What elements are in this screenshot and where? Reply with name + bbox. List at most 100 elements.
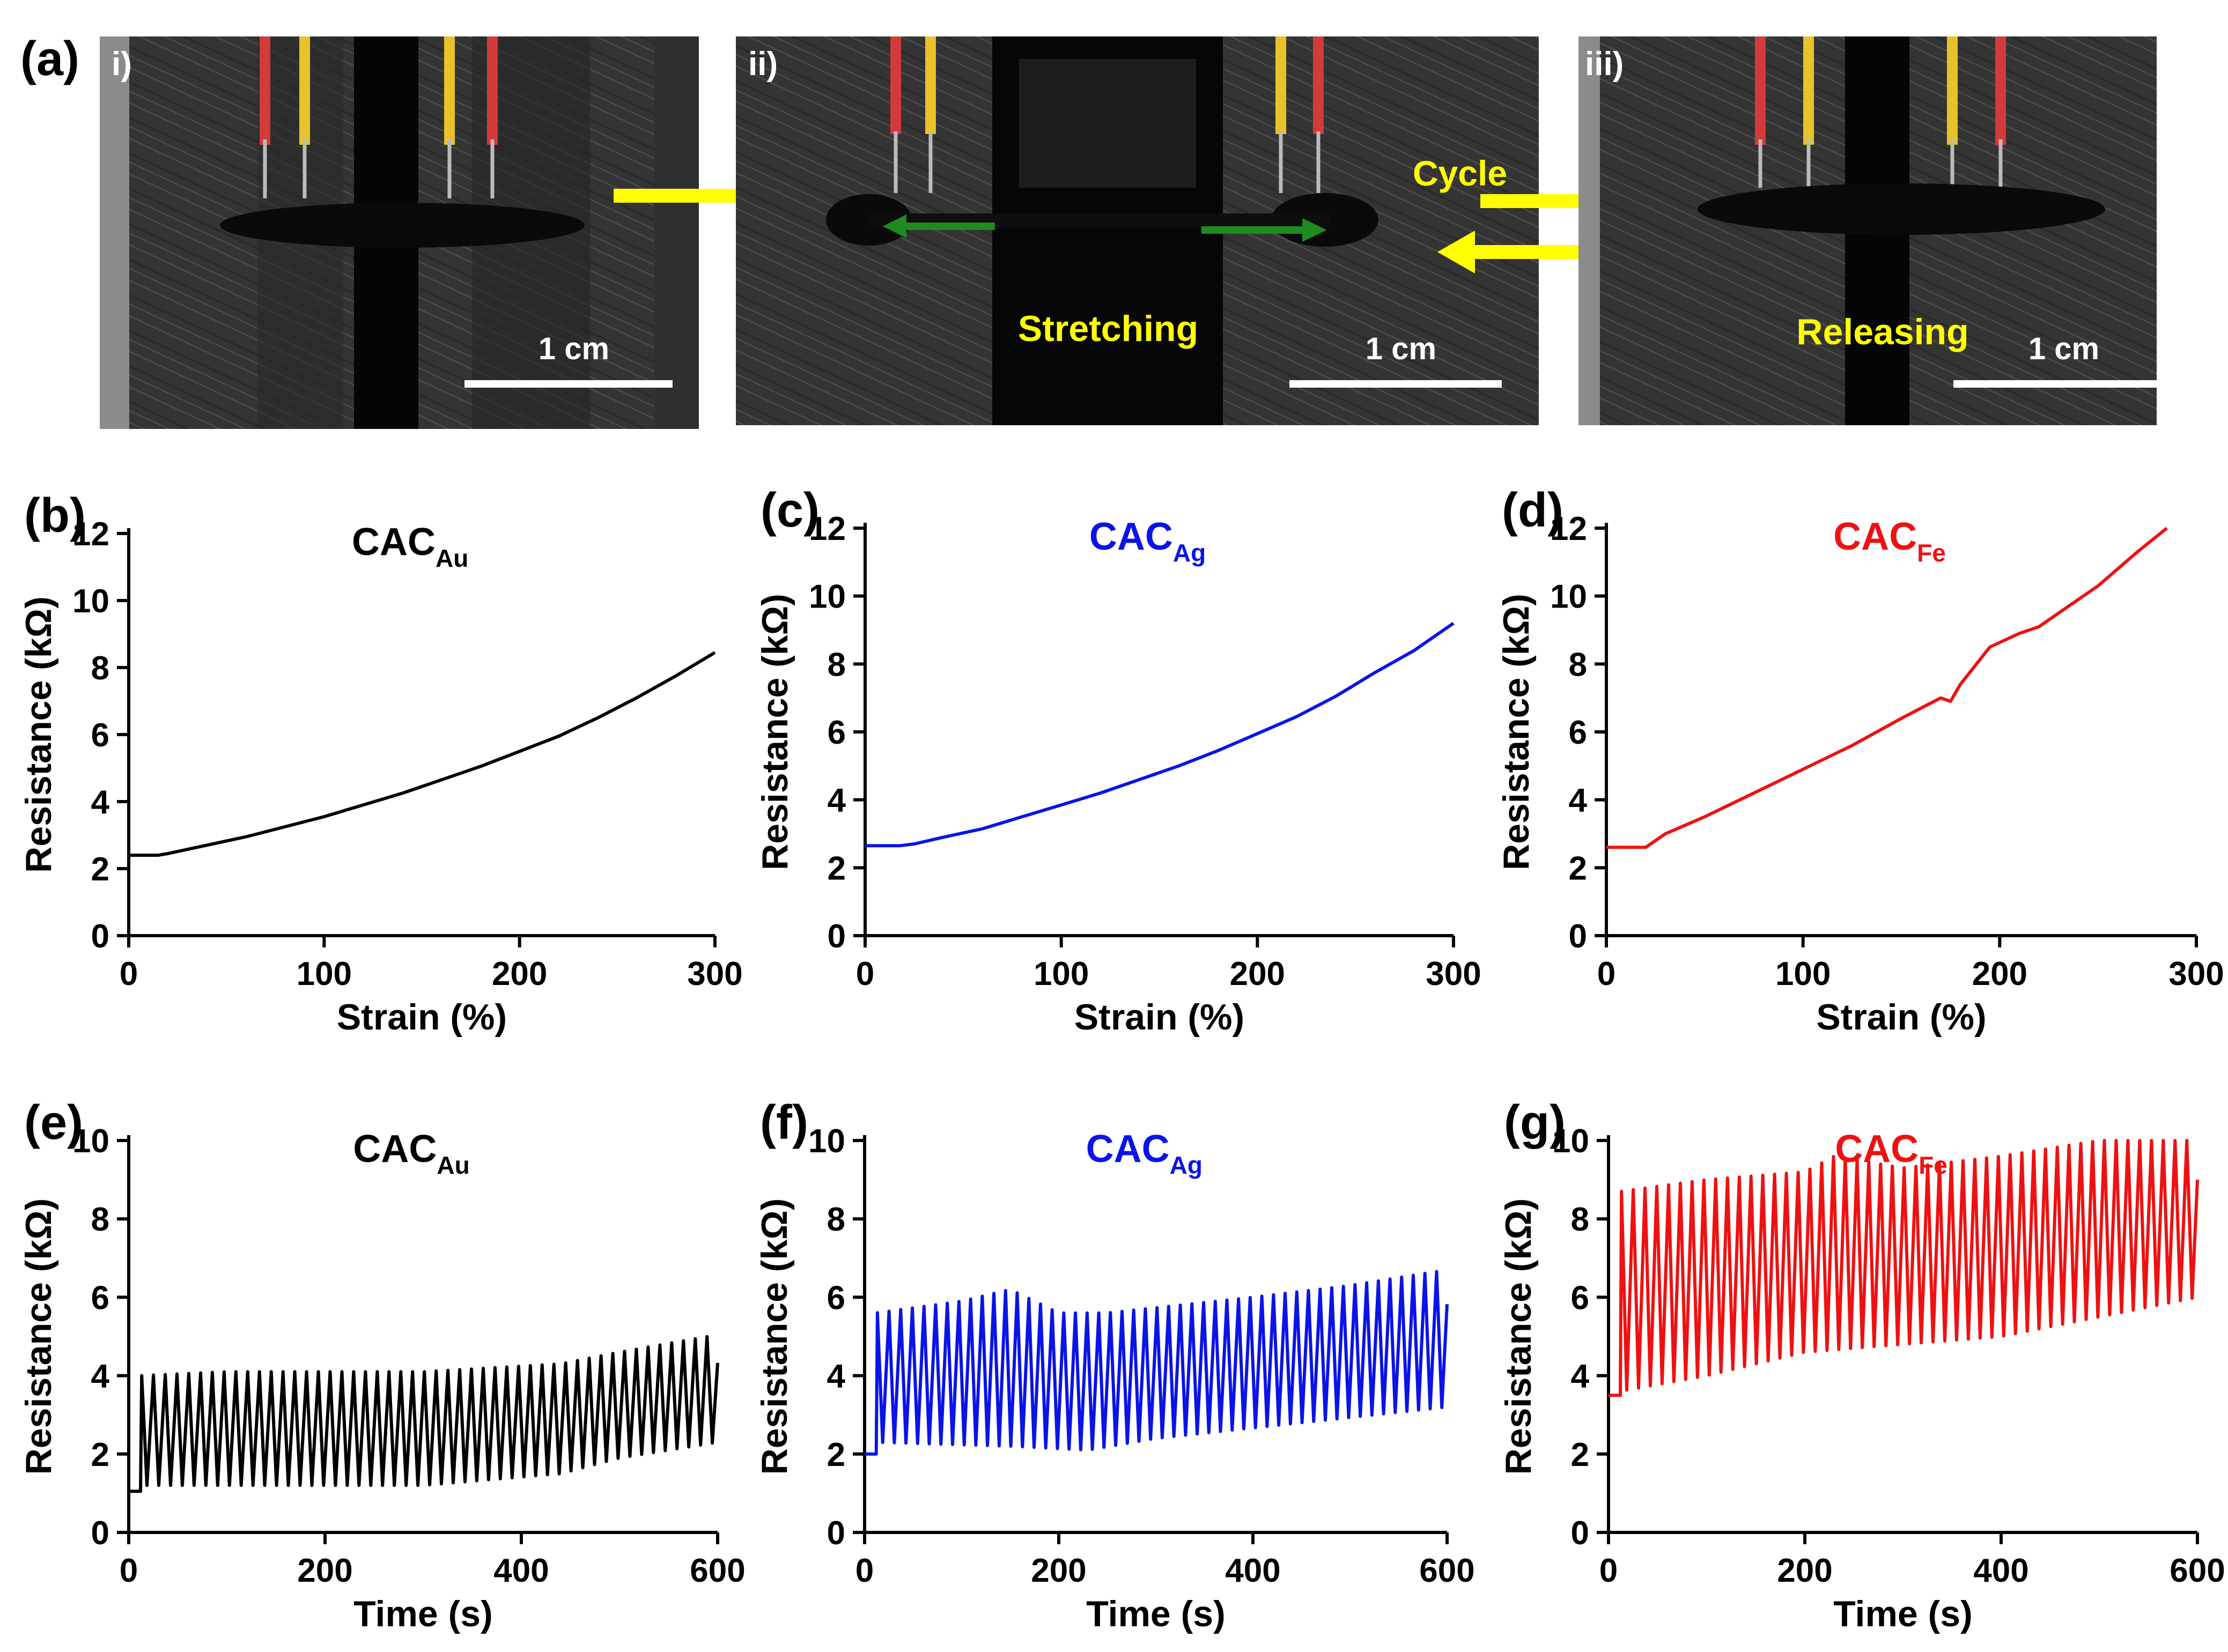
y-tick-label: 10 [1550,579,1587,616]
y-axis-label: Resistance (kΩ) [18,1198,59,1475]
y-tick-label: 8 [91,1201,109,1238]
x-tick-label: 0 [1599,1552,1618,1589]
y-tick-label: 2 [91,851,109,888]
x-tick-label: 300 [687,955,742,992]
x-tick-label: 200 [1031,1552,1086,1589]
x-tick-label: 200 [1777,1552,1832,1589]
y-tick-label: 6 [1571,1279,1589,1316]
y-tick-label: 10 [808,1123,845,1160]
photo-iii: 1 cm Releasing iii) [1578,36,2165,425]
chart-title-subscript: Au [437,1151,469,1179]
y-tick-label: 0 [91,1515,109,1552]
releasing-caption: Releasing [1796,312,1968,352]
y-tick-label: 8 [1571,1201,1589,1238]
y-tick-label: 4 [91,1358,110,1395]
chart-title-subscript: Ag [1170,1151,1202,1179]
y-tick-label: 10 [809,579,846,616]
y-tick-label: 0 [1569,918,1587,955]
data-line [1606,527,2168,849]
chart-e: (e) 0 2 4 6 8 10 0 200 400 600 Time (s) Resistance (… [18,1096,746,1634]
x-tick-label: 0 [120,1552,138,1589]
y-tick-label: 0 [828,918,846,955]
data-line [1609,1139,2199,1397]
panel-label-a: (a) [20,32,79,86]
y-tick-label: 2 [1571,1436,1589,1473]
scale-bar-label-i: 1 cm [538,331,609,366]
y-axis-label: Resistance (kΩ) [755,594,795,870]
y-tick-label: 12 [72,516,109,553]
x-axis-label: Time (s) [1833,1594,1972,1634]
y-tick-label: 6 [91,1279,109,1316]
data-line [865,621,1455,848]
y-tick-label: 8 [91,650,109,687]
scale-bar-label-ii: 1 cm [1366,331,1436,366]
chart-g: (g) 0 2 4 6 8 10 0 200 400 600 Time (s) Resistance (… [1498,1096,2225,1634]
x-tick-label: 0 [120,955,138,992]
chart-title: CACAu [352,521,468,572]
data-line [865,1270,1449,1456]
panel-label-b: (b) [24,489,86,543]
y-tick-label: 12 [809,510,846,547]
x-tick-label: 400 [493,1552,549,1589]
chart-title-main: CAC [352,521,436,564]
chart-title: CACAg [1089,515,1206,567]
x-tick-label: 300 [1426,955,1481,992]
y-tick-label: 6 [827,1279,845,1316]
chart-d: (d) 0 2 4 6 8 10 12 0 100 200 300 Strain (%) Resistan… [1496,484,2224,1038]
x-tick-label: 600 [2170,1552,2225,1589]
y-tick-label: 12 [1550,510,1587,547]
y-axis-label: Resistance (kΩ) [1498,1198,1539,1475]
chart-title: CACAu [353,1128,469,1179]
data-line [129,1335,719,1493]
chart-title-subscript: Au [436,544,468,572]
panel-label-d: (d) [1502,484,1563,537]
y-tick-label: 2 [1569,850,1587,887]
y-axis-label: Resistance (kΩ) [1496,594,1537,870]
photo-label-iii: iii) [1585,46,1624,83]
photo-ii: 1 cm Stretching ii) [736,36,1539,425]
x-tick-label: 100 [297,955,352,992]
y-tick-label: 10 [72,583,109,620]
data-line [129,651,716,857]
chart-title-subscript: Fe [1919,1151,1947,1179]
y-tick-label: 4 [1571,1358,1590,1395]
y-tick-label: 4 [91,784,110,821]
y-tick-label: 2 [828,850,846,887]
x-tick-label: 0 [856,955,874,992]
y-tick-label: 8 [1569,646,1587,683]
y-tick-label: 0 [827,1515,845,1552]
x-tick-label: 400 [1225,1552,1280,1589]
scale-bar-label-iii: 1 cm [2028,331,2099,366]
panel-label-f: (f) [760,1096,808,1150]
x-tick-label: 400 [1973,1552,2028,1589]
y-tick-label: 6 [1569,714,1587,751]
chart-title: CACAg [1086,1128,1202,1179]
chart-f: (f) 0 2 4 6 8 10 0 200 400 600 Time (s) Resistance (… [754,1096,1475,1634]
cycle-label: Cycle [1413,153,1507,193]
x-tick-label: 100 [1775,955,1831,992]
chart-title-main: CAC [353,1128,437,1171]
x-tick-label: 200 [297,1552,352,1589]
x-axis-label: Strain (%) [1074,997,1244,1038]
photo-i: 1 cm i) [100,36,699,429]
y-tick-label: 8 [828,646,846,683]
y-tick-label: 6 [828,714,846,751]
panel-label-g: (g) [1504,1096,1566,1150]
x-axis-label: Time (s) [1086,1594,1225,1634]
chart-b: (b) 0 2 4 6 8 10 12 0 100 200 300 Strain (%) Resistan… [18,489,743,1038]
y-tick-label: 4 [1569,782,1588,819]
photo-label-i: i) [112,46,132,83]
chart-title-subscript: Ag [1173,539,1206,567]
x-tick-label: 200 [492,955,547,992]
x-tick-label: 200 [1230,955,1285,992]
chart-title: CACFe [1835,1128,1947,1179]
chart-c: (c) 0 2 4 6 8 10 12 0 100 200 300 Strain (%) Resistan… [755,484,1481,1038]
x-tick-label: 300 [2168,955,2224,992]
x-tick-label: 600 [690,1552,745,1589]
x-axis-label: Time (s) [353,1594,492,1634]
y-tick-label: 6 [91,717,109,754]
x-axis-label: Strain (%) [1816,997,1986,1038]
y-tick-label: 2 [91,1436,109,1473]
y-tick-label: 4 [828,782,846,819]
